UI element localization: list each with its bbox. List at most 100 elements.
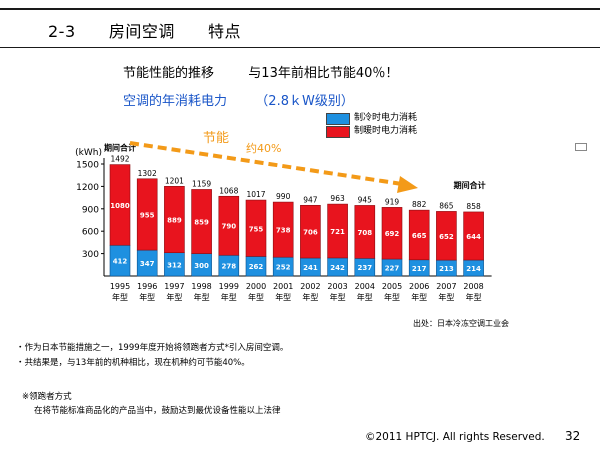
bar-heating	[354, 205, 376, 259]
bar-heating	[300, 204, 321, 259]
title-main: 房间空调	[108, 22, 175, 41]
x-tick-label: 2000	[246, 282, 266, 291]
savings-label-b: 约40%	[246, 142, 281, 155]
x-tick-suffix: 年型	[194, 292, 210, 302]
data-label-total: 1159	[192, 179, 211, 188]
x-tick-label: 1995	[110, 282, 130, 291]
data-label-total: 1201	[165, 176, 184, 185]
source-note: 出处：日本冷冻空调工业会	[413, 319, 509, 328]
data-label-heating: 644	[466, 233, 481, 241]
y-axis-label: (kWh)	[75, 148, 102, 158]
data-label-heating: 955	[140, 211, 155, 219]
x-tick-suffix: 年型	[221, 292, 237, 302]
data-label-heating: 708	[357, 229, 372, 237]
y-tick-label: 1500	[76, 161, 99, 171]
x-tick-label: 2004	[355, 282, 375, 291]
x-tick-label: 1996	[137, 282, 157, 291]
bar-heating	[218, 195, 240, 256]
data-label-cooling: 252	[276, 264, 291, 272]
data-label-total: 990	[276, 192, 291, 201]
bar-heating	[245, 199, 267, 257]
data-label-total: 947	[303, 195, 318, 204]
data-label-cooling: 227	[385, 265, 400, 273]
x-tick-suffix: 年型	[166, 292, 182, 302]
x-tick-suffix: 年型	[248, 292, 264, 302]
data-label-heating: 665	[412, 232, 427, 240]
data-label-cooling: 237	[357, 264, 372, 272]
x-tick-suffix: 年型	[411, 292, 427, 302]
note-line-1: ・作为日本节能措施之一，1999年度开始将领跑者方式*引入房间空调。	[16, 343, 289, 353]
subtitle-2a: 空调的年消耗电力	[123, 94, 228, 109]
data-label-total: 865	[439, 201, 454, 210]
subtitle-2b: （2.8ｋW级别）	[255, 94, 354, 109]
data-label-total: 963	[330, 194, 345, 203]
slide-title: 2-3 房间空调 特点	[48, 18, 241, 42]
annotation-total-start: 期间合计	[104, 143, 136, 153]
savings-label-a: 节能	[203, 131, 229, 146]
x-tick-suffix: 年型	[112, 292, 128, 302]
x-tick-label: 1997	[164, 282, 184, 291]
x-tick-label: 2006	[409, 282, 429, 291]
savings-arrow-head	[397, 176, 418, 193]
footnote-title: ※领跑者方式	[22, 392, 72, 402]
data-label-total: 1302	[138, 169, 157, 178]
notes-block: ・作为日本节能措施之一，1999年度开始将领跑者方式*引入房间空调。 ・共结果是…	[16, 341, 288, 371]
x-tick-suffix: 年型	[357, 292, 373, 302]
data-label-total: 1017	[246, 190, 265, 199]
data-label-heating: 706	[303, 229, 318, 237]
data-label-cooling: 213	[439, 265, 454, 273]
x-tick-label: 1999	[219, 282, 239, 291]
bar-heating	[191, 189, 212, 254]
x-tick-label: 2001	[273, 282, 293, 291]
data-label-heating: 889	[167, 217, 182, 225]
legend-label-heating: 制暖时电力消耗	[354, 126, 418, 136]
subtitle-1b: 与13年前相比节能40％！	[248, 66, 399, 81]
x-tick-suffix: 年型	[330, 292, 346, 302]
data-label-heating: 1080	[110, 202, 130, 210]
x-tick-suffix: 年型	[384, 292, 400, 302]
bar-heating	[327, 203, 348, 259]
title-sub: 特点	[208, 22, 242, 41]
x-tick-suffix: 年型	[275, 292, 291, 302]
y-tick-label: 300	[82, 250, 99, 260]
x-tick-label: 2003	[327, 282, 347, 291]
bar-heating	[436, 211, 457, 261]
title-bottom-rule	[0, 47, 600, 48]
x-tick-suffix: 年型	[466, 292, 482, 302]
data-label-total: 1068	[219, 186, 238, 195]
data-label-cooling: 312	[167, 261, 182, 269]
x-tick-suffix: 年型	[302, 292, 318, 302]
bar-heating	[381, 207, 403, 260]
data-label-cooling: 347	[140, 260, 155, 268]
data-label-heating: 859	[194, 219, 209, 227]
legend-item-cooling: 制冷时电力消耗	[326, 112, 417, 125]
savings-arrow-line	[129, 141, 403, 186]
bar-heating	[164, 186, 185, 254]
annotation-total-end: 期间合计	[454, 180, 486, 190]
copyright: ©2011 HPTCJ. All rights Reserved.	[365, 431, 545, 443]
data-label-total: 1492	[110, 155, 129, 164]
data-label-heating: 790	[221, 223, 236, 231]
data-label-total: 945	[358, 195, 373, 204]
data-label-cooling: 241	[303, 264, 318, 272]
data-label-cooling: 300	[194, 262, 209, 270]
x-tick-label: 1998	[191, 282, 211, 291]
legend-label-cooling: 制冷时电力消耗	[354, 113, 418, 123]
data-label-cooling: 217	[412, 265, 427, 273]
data-label-heating: 738	[276, 227, 291, 235]
data-label-heating: 692	[385, 230, 400, 238]
x-tick-suffix: 年型	[139, 292, 155, 302]
y-tick-label: 1200	[76, 183, 99, 193]
data-label-cooling: 278	[221, 263, 236, 271]
data-label-heating: 721	[330, 228, 345, 236]
x-tick-label: 2008	[463, 282, 483, 291]
bar-heating	[272, 201, 294, 258]
title-top-rule	[0, 8, 600, 10]
title-number: 2-3	[48, 22, 76, 41]
y-tick-label: 900	[82, 205, 99, 215]
page-number: 32	[565, 429, 581, 443]
data-label-cooling: 412	[113, 258, 128, 266]
data-label-total: 919	[385, 197, 400, 206]
x-tick-label: 2007	[436, 282, 456, 291]
